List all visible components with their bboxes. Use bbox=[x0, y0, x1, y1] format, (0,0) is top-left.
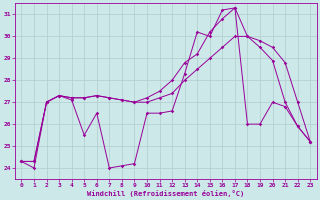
X-axis label: Windchill (Refroidissement éolien,°C): Windchill (Refroidissement éolien,°C) bbox=[87, 190, 244, 197]
